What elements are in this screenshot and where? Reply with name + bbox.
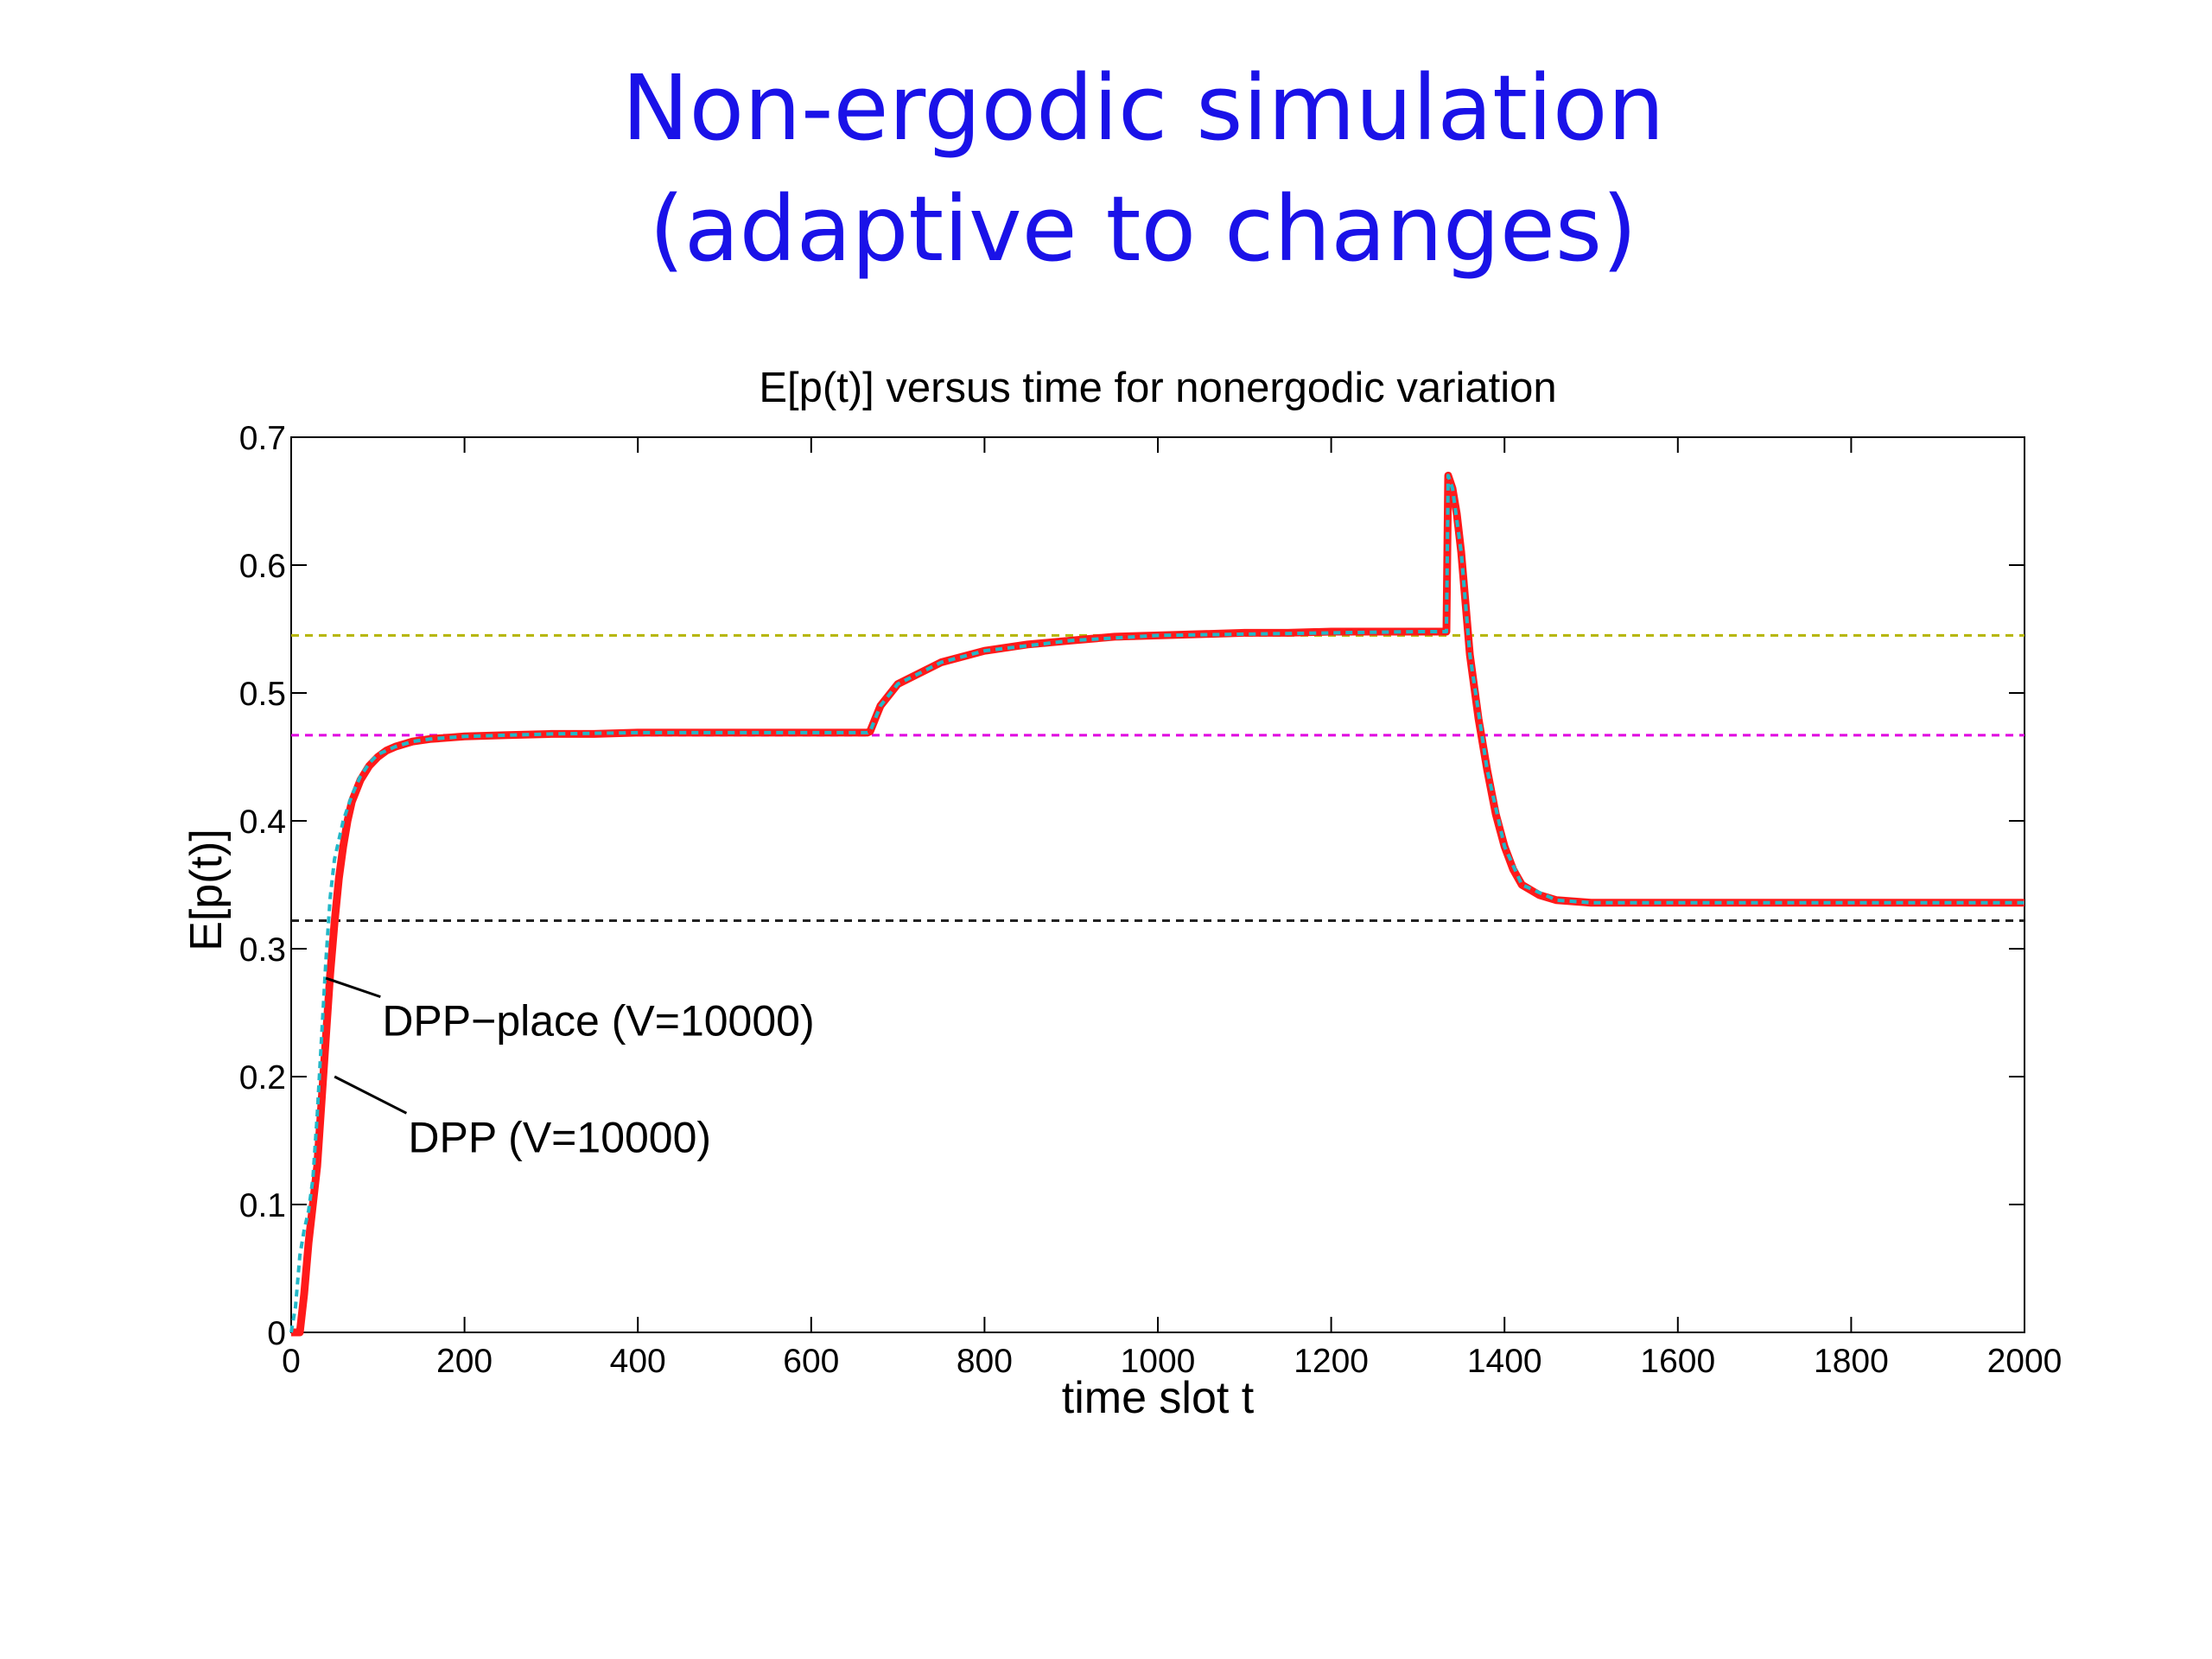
y-tick-label: 0.7	[239, 420, 286, 457]
y-tick-label: 0.6	[239, 548, 286, 585]
y-tick-label: 0.4	[239, 804, 286, 841]
y-tick-label: 0.3	[239, 931, 286, 969]
x-tick-label: 200	[436, 1343, 493, 1380]
y-tick-label: 0.5	[239, 676, 286, 713]
x-tick-label: 1400	[1467, 1343, 1542, 1380]
plot-frame	[290, 436, 2025, 1333]
x-tick-label: 400	[610, 1343, 666, 1380]
series-line-dpp-place	[289, 474, 2024, 1333]
y-axis-label: E[p(t)]	[181, 829, 232, 951]
y-tick-label: 0.1	[239, 1187, 286, 1224]
annotation-label: DPP (V=10000)	[408, 1113, 711, 1161]
slide-title-line-2: (adaptive to changes)	[649, 176, 1637, 282]
x-tick-label: 1000	[1121, 1343, 1196, 1380]
annotation-leader	[334, 1075, 408, 1115]
slide-title: Non-ergodic simulation (adaptive to chan…	[0, 48, 2212, 289]
chart-title: E[p(t)] versus time for nonergodic varia…	[759, 365, 1556, 411]
y-tick-label: 0.2	[239, 1059, 286, 1096]
x-tick-label: 1200	[1294, 1343, 1369, 1380]
x-axis-label: time slot t	[1062, 1373, 1255, 1423]
x-tick-label: 800	[957, 1343, 1013, 1380]
x-tick-label: 1800	[1814, 1343, 1889, 1380]
slide-title-line-1: Non-ergodic simulation	[621, 55, 1665, 161]
annotation-leader	[325, 976, 381, 999]
y-tick-label: 0	[267, 1315, 286, 1352]
annotation-label: DPP−place (V=10000)	[382, 997, 814, 1046]
x-tick-label: 1600	[1640, 1343, 1715, 1380]
x-tick-label: 600	[783, 1343, 839, 1380]
x-tick-label: 2000	[1987, 1343, 2063, 1380]
x-tick-label: 0	[282, 1343, 301, 1380]
